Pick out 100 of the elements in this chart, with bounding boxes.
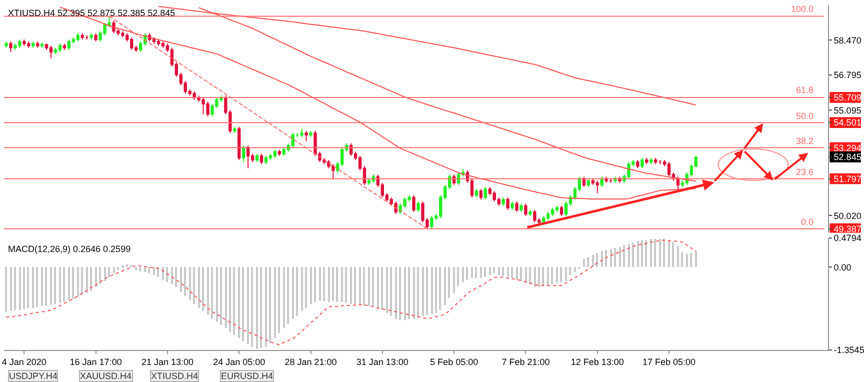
x-tick-label: 4 Jan 2020 <box>2 356 46 367</box>
bar <box>345 266 347 303</box>
y-tick-label: 49.387 <box>834 224 862 234</box>
bar <box>654 238 656 267</box>
bar <box>556 266 558 283</box>
bar <box>63 266 65 302</box>
bar <box>619 246 621 267</box>
bar <box>153 266 155 275</box>
bar <box>363 266 365 306</box>
candlestick <box>268 153 272 160</box>
bar <box>623 244 625 267</box>
x-tick-label: 12 Feb 13:00 <box>570 356 624 367</box>
bar <box>54 266 56 304</box>
candlestick <box>291 132 294 148</box>
bar <box>466 266 468 280</box>
bar <box>413 266 415 319</box>
bar <box>233 266 235 335</box>
bar <box>596 252 598 267</box>
bar <box>50 266 52 305</box>
bar <box>292 266 294 319</box>
candlestick <box>36 41 40 48</box>
candlestick <box>550 207 554 217</box>
candlestick <box>349 142 353 156</box>
bar <box>220 266 222 325</box>
bar <box>565 266 567 281</box>
y-tick-label: 51.797 <box>834 174 862 184</box>
text: XAUUSD.H4 <box>80 371 132 381</box>
bar <box>27 266 29 308</box>
bar <box>36 266 38 307</box>
bar <box>525 266 527 283</box>
annotation: 0.0 <box>801 217 814 227</box>
bar <box>189 266 191 300</box>
bar <box>122 264 124 268</box>
bar <box>574 266 576 272</box>
x-tick-label: 7 Feb 21:00 <box>502 356 550 367</box>
candlestick <box>658 159 662 165</box>
candlestick <box>515 201 518 212</box>
bar <box>113 266 115 273</box>
bar <box>668 240 670 267</box>
bar <box>377 266 379 308</box>
bar <box>126 264 128 267</box>
candlestick <box>560 205 564 217</box>
bar <box>90 266 92 291</box>
bar <box>283 266 285 328</box>
annotation: 38.2 <box>796 136 814 146</box>
bar <box>650 238 652 267</box>
bar <box>601 250 603 267</box>
candlestick <box>596 180 599 194</box>
bar <box>301 266 303 311</box>
y-tick-label: 55.095 <box>834 105 862 116</box>
bar <box>350 266 352 304</box>
bar <box>274 266 276 338</box>
candlestick <box>650 157 653 165</box>
bar <box>641 240 643 267</box>
bar <box>323 266 325 301</box>
bar <box>390 266 392 316</box>
bar <box>166 266 168 282</box>
candlestick <box>85 34 88 40</box>
bar <box>251 266 253 347</box>
bar <box>534 266 536 287</box>
bar <box>359 266 361 305</box>
y-tick-label: 58.470 <box>834 35 862 46</box>
y-tick-label: 0.4794 <box>834 233 862 244</box>
bar <box>238 266 240 338</box>
bar <box>59 266 61 303</box>
bar <box>77 266 79 297</box>
bar <box>583 258 585 267</box>
candlestick <box>260 153 264 165</box>
candlestick <box>233 126 236 134</box>
annotation: 100.0 <box>791 4 814 14</box>
bar <box>310 266 312 304</box>
bar <box>672 242 674 267</box>
candlestick <box>108 16 111 28</box>
bar <box>529 266 531 284</box>
candlestick <box>528 209 532 217</box>
bar <box>23 266 25 309</box>
bar <box>139 266 141 271</box>
bar <box>489 266 491 275</box>
bar <box>686 254 688 267</box>
bar <box>386 266 388 313</box>
candlestick <box>555 205 559 212</box>
bar <box>216 266 218 322</box>
candlestick <box>474 188 478 198</box>
candlestick <box>49 45 53 59</box>
bar <box>144 266 146 272</box>
bar <box>99 266 101 284</box>
candlestick <box>4 41 8 48</box>
line-series <box>6 240 696 346</box>
bar <box>547 266 549 286</box>
bar <box>260 266 262 348</box>
text: XTIUSD.H4 <box>151 371 198 381</box>
bar <box>659 238 661 267</box>
x-tick-label: 31 Jan 13:00 <box>356 356 408 367</box>
bar <box>10 266 12 311</box>
bar <box>408 266 410 319</box>
bar <box>319 266 321 301</box>
bar <box>614 248 616 267</box>
bar <box>19 266 21 310</box>
bar <box>108 266 110 277</box>
bar <box>45 266 47 306</box>
